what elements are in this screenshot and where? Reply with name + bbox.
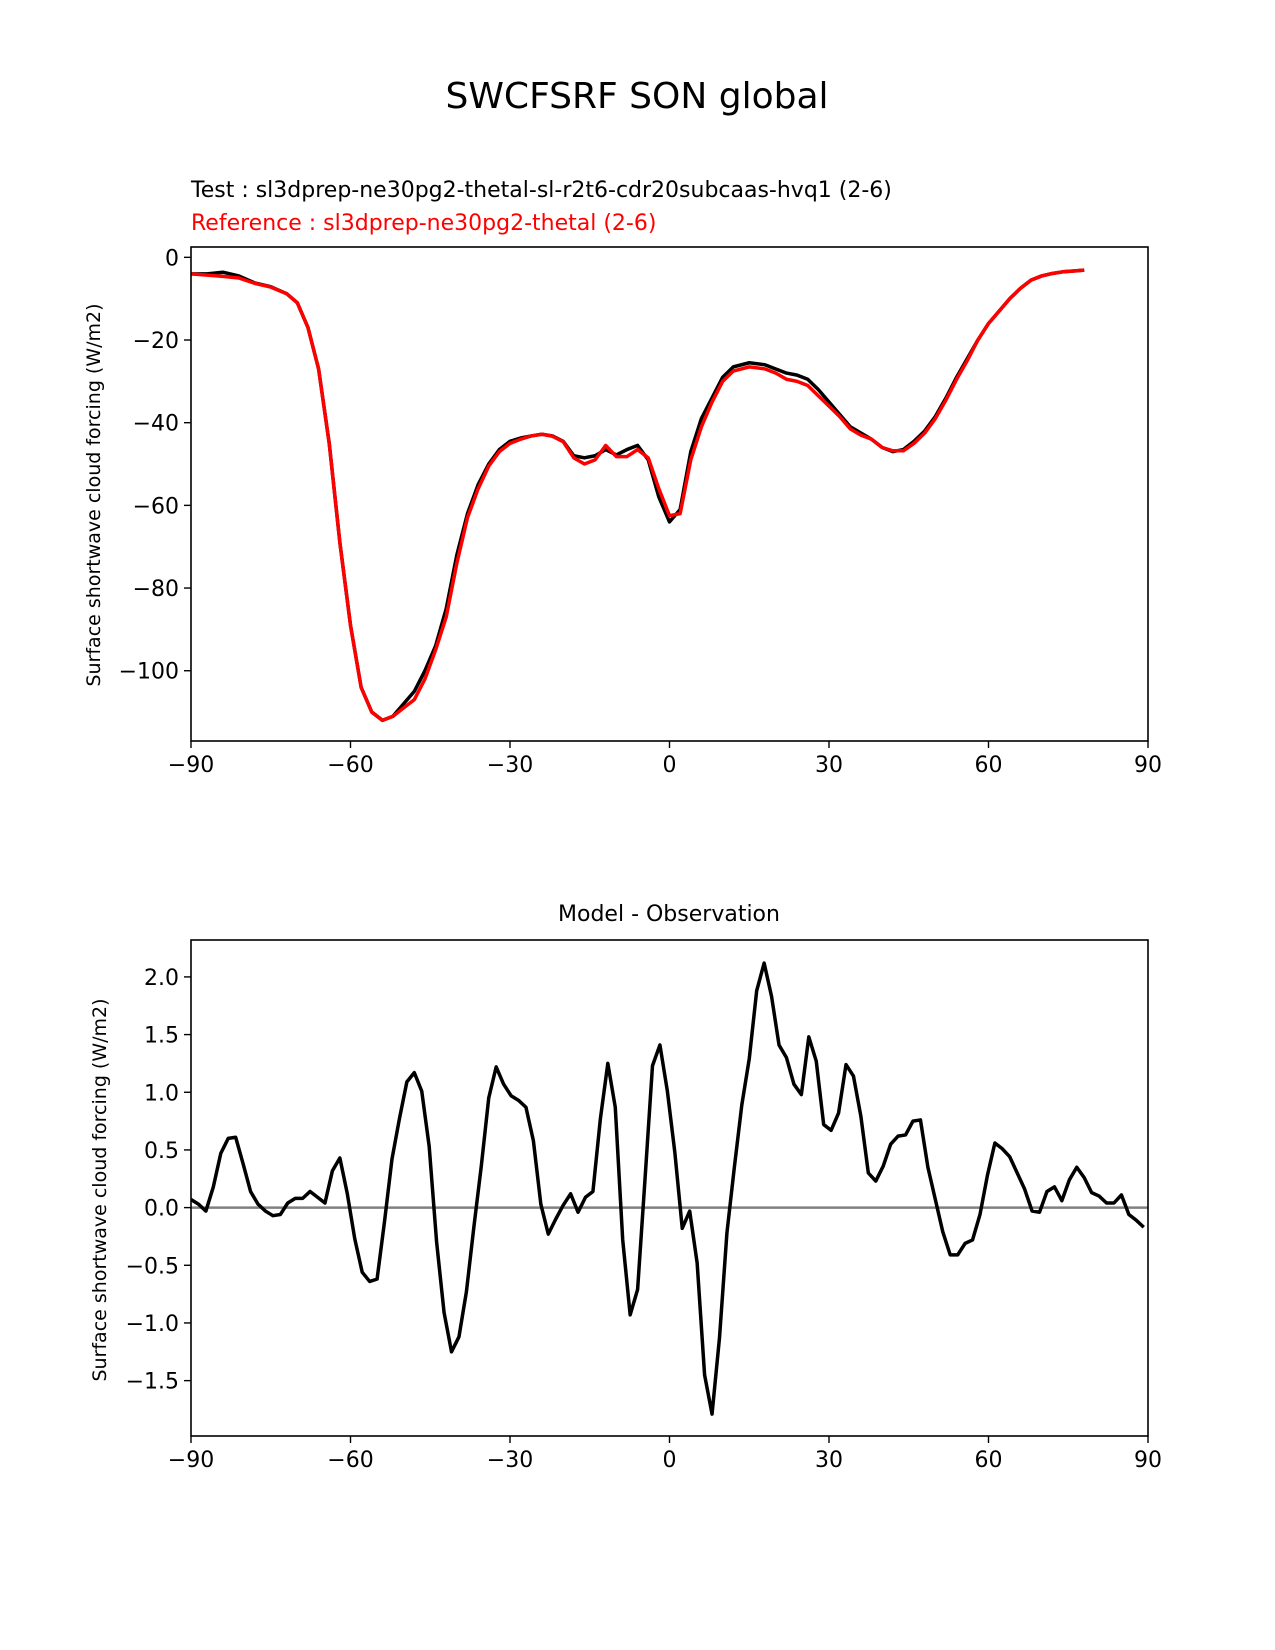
top-series-test [191,268,1085,723]
top-xtick-label: 30 [815,753,843,778]
bottom-ylabel: Surface shortwave cloud forcing (W/m2) [89,998,111,1381]
top-ytick-label: −80 [133,577,179,602]
bottom-ytick-label: −0.5 [126,1254,179,1279]
bottom-ytick-label: 0.5 [144,1139,179,1164]
top-ytick-label: −40 [133,412,179,437]
figure-title: SWCFSRF SON global [445,76,828,117]
bottom-ytick-label: −1.5 [126,1370,179,1395]
top-ytick-label: 0 [165,246,179,271]
top-panel: Surface shortwave cloud forcing (W/m2) −… [83,246,1162,778]
bottom-xtick-label: 0 [663,1448,677,1473]
top-series-reference [191,268,1085,723]
top-xtick-label: −90 [168,753,214,778]
bottom-xtick-label: −90 [168,1448,214,1473]
bottom-xtick-label: 90 [1134,1448,1162,1473]
bottom-xtick-label: 60 [975,1448,1003,1473]
top-xtick-label: 60 [975,753,1003,778]
bottom-ytick-label: 2.0 [144,966,179,991]
top-xtick-label: 90 [1134,753,1162,778]
top-ytick-label: −60 [133,494,179,519]
test-label: Test : sl3dprep-ne30pg2-thetal-sl-r2t6-c… [190,178,892,203]
top-xtick-label: −30 [487,753,533,778]
bottom-ytick-label: 0.0 [144,1197,179,1222]
bottom-title: Model - Observation [558,902,780,927]
bottom-ytick-label: 1.5 [144,1024,179,1049]
bottom-xtick-label: −30 [487,1448,533,1473]
reference-label: Reference : sl3dprep-ne30pg2-thetal (2-6… [191,211,656,236]
top-ytick-label: −20 [133,329,179,354]
bottom-series-model-observation [191,961,1145,1416]
top-ytick-label: −100 [119,660,179,685]
bottom-frame [190,939,1149,1437]
bottom-xtick-label: 30 [815,1448,843,1473]
top-ylabel: Surface shortwave cloud forcing (W/m2) [83,303,105,686]
top-xtick-label: 0 [663,753,677,778]
bottom-ytick-label: 1.0 [144,1081,179,1106]
bottom-xtick-label: −60 [327,1448,373,1473]
bottom-ytick-label: −1.0 [126,1312,179,1337]
bottom-panel: Model - Observation Surface shortwave cl… [89,902,1162,1473]
top-xtick-label: −60 [327,753,373,778]
